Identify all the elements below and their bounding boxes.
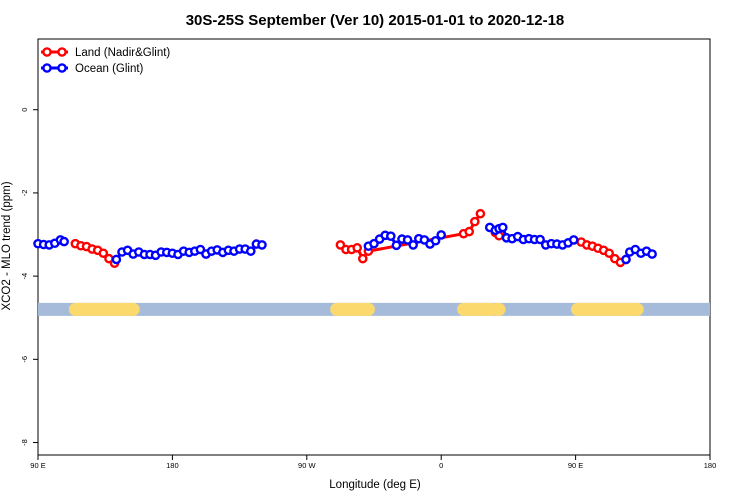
data-point-land [475,208,486,219]
legend-marker-ocean [57,63,67,73]
legend-marker-ocean [42,63,52,73]
data-point-ocean [535,234,545,245]
data-point-ocean [245,246,256,256]
x-axis: 90 E 180 90 W 0 90 E 180 [30,455,716,470]
data-point-ocean [430,235,441,246]
series-ocean [33,222,657,265]
data-point-ocean [385,231,396,241]
legend-label-land: Land (Nadir&Glint) [75,47,170,59]
x-tick-label: 90 E [568,461,583,470]
x-tick-label: 90 E [30,461,45,470]
data-point-land [357,253,368,264]
data-point-ocean [568,235,579,245]
data-point-land [98,248,109,259]
data-point-land [469,216,480,227]
data-point-ocean [111,254,122,265]
data-point-ocean [402,235,413,245]
data-point-ocean [436,230,447,240]
y-tick-label: 0 [20,108,29,112]
data-point-ocean [621,254,631,265]
y-tick-label: -2 [20,190,29,197]
series-layer [33,208,657,269]
y-axis: 0 -2 -4 -6 -8 [20,108,38,446]
legend-marker-land [42,47,52,57]
x-tick-label: 90 W [298,461,316,470]
data-point-ocean [59,236,69,247]
x-tick-label: 0 [439,461,443,470]
data-point-land [464,226,475,237]
y-axis-label: XCO2 - MLO trend (ppm) [1,181,13,310]
data-point-ocean [257,240,267,250]
data-point-land [352,243,363,253]
y-tick-label: -8 [20,439,29,446]
legend-label-ocean: Ocean (Glint) [75,63,144,75]
chart-title: 30S-25S September (Ver 10) 2015-01-01 to… [186,12,565,29]
x-tick-label: 180 [166,461,179,470]
data-point-ocean [497,222,508,233]
legend: Land (Nadir&Glint) Ocean (Glint) [41,47,170,75]
y-tick-label: -4 [20,273,29,280]
data-point-land [604,248,615,259]
data-point-ocean [408,240,419,250]
data-point-ocean [391,240,402,251]
y-tick-label: -6 [20,356,29,363]
x-axis-label: Longitude (deg E) [329,479,421,491]
legend-marker-land [57,47,67,57]
x-tick-label: 180 [704,461,717,470]
series-land [70,208,631,269]
data-point-ocean [647,249,657,259]
